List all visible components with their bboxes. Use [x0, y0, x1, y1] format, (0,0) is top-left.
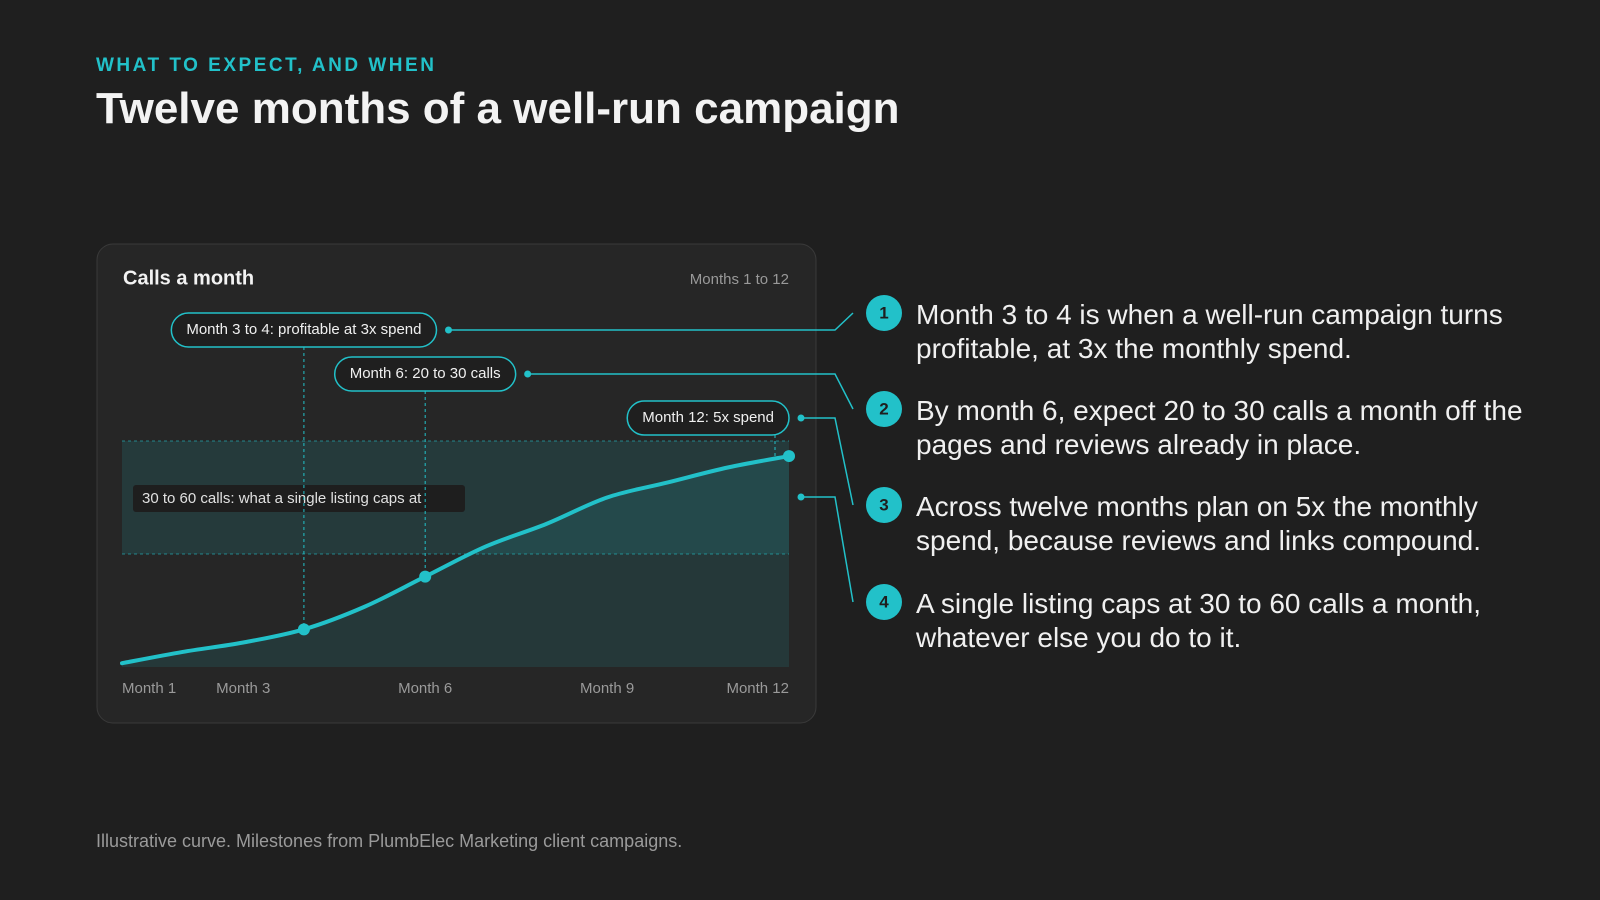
note-badge: [866, 487, 902, 523]
connector: [801, 496, 854, 603]
line: [120, 454, 791, 666]
note-badge: [866, 391, 902, 427]
annotation-label: Month 3 to 4: profitable at 3x spend: [186, 321, 421, 338]
x-tick-label: Month 6: [398, 680, 452, 697]
note-badge: [866, 295, 902, 331]
note-text: Month 3 to 4 is when a well-run campaign…: [916, 299, 1503, 364]
x-tick-label: Month 3: [216, 680, 270, 697]
chart-card: [96, 243, 817, 724]
annotation-label: Month 12: 5x spend: [642, 409, 774, 426]
x-tick-label: Month 12: [726, 680, 789, 697]
milestone-point: [419, 570, 432, 583]
note-number: 4: [879, 592, 889, 611]
annotation-pill: [626, 400, 790, 436]
footnote: Illustrative curve. Milestones from Plum…: [96, 831, 683, 851]
note-text: By month 6, expect 20 to 30 calls a mont…: [916, 395, 1523, 460]
band-label-bg: [133, 485, 465, 512]
x-tick-label: Month 1: [122, 680, 176, 697]
milestone-point: [297, 623, 310, 636]
connector: [448, 312, 854, 331]
note-text: A single listing caps at 30 to 60 calls …: [916, 588, 1481, 653]
chart-subtitle: Months 1 to 12: [690, 271, 789, 288]
annotation-label: Month 6: 20 to 30 calls: [350, 365, 501, 382]
band-label: 30 to 60 calls: what a single listing ca…: [142, 490, 422, 507]
note-number: 2: [879, 399, 888, 418]
connector: [527, 373, 854, 410]
milestone-point: [783, 450, 795, 463]
connector: [801, 417, 854, 506]
note-badge: [866, 584, 902, 620]
note-text: Across twelve months plan on 5x the mont…: [916, 491, 1482, 556]
eyebrow: WHAT TO EXPECT, AND WHEN: [96, 55, 437, 76]
x-tick-label: Month 9: [580, 680, 634, 697]
note-number: 1: [879, 303, 888, 322]
chart-title: Calls a month: [123, 267, 254, 289]
note-number: 3: [879, 495, 888, 514]
page-title: Twelve months of a well-run campaign: [96, 84, 900, 133]
